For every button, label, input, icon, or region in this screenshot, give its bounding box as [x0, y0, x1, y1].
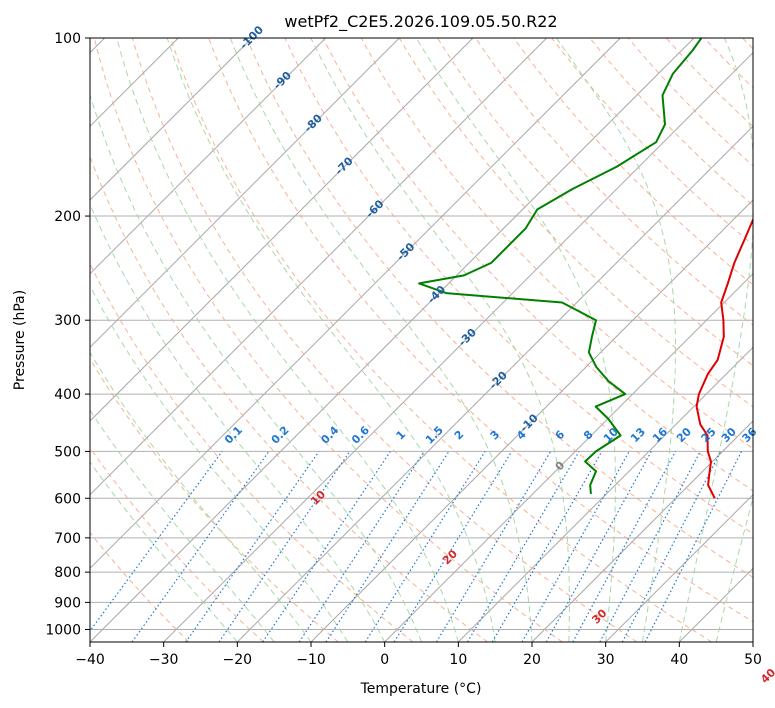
- y-axis-label: Pressure (hPa): [12, 290, 28, 390]
- dry-adiabat-line: [246, 38, 753, 578]
- dry-adiabat-line: [90, 262, 414, 642]
- moist-adiabat-line: [90, 284, 349, 642]
- isotherm-line: [605, 493, 753, 642]
- mixing-ratio-line: [572, 451, 677, 642]
- x-tick-label: 30: [597, 652, 615, 668]
- mixing-ratio-line: [218, 451, 351, 642]
- chart-title: wetPf2_C2E5.2026.109.05.50.R22: [284, 12, 557, 32]
- y-tick-label: 200: [54, 209, 81, 225]
- plot-frame: [89, 37, 754, 643]
- y-tick-label: 300: [54, 313, 81, 329]
- isotherm-line: [90, 38, 548, 496]
- moist-adiabat-line: [90, 461, 238, 642]
- x-tick-label: −30: [149, 652, 179, 668]
- isotherm-line: [384, 272, 753, 642]
- dry-adiabat-line: [90, 531, 190, 642]
- mixing-ratio-line: [90, 451, 223, 632]
- dry-adiabat-line: [131, 38, 638, 642]
- mixing-ratio-line: [521, 451, 630, 642]
- isotherm-line: [236, 125, 753, 642]
- y-tick-label: 1000: [45, 622, 81, 638]
- y-tick-label: 600: [54, 491, 81, 507]
- mixing-ratio-line: [325, 451, 450, 642]
- dewpoint-profile-line: [418, 38, 703, 494]
- dry-adiabat-line: [93, 38, 563, 642]
- mixing-ratio-line: [131, 451, 270, 642]
- dry-adiabat-line: [360, 38, 753, 450]
- dry-adiabat-line: [90, 358, 339, 642]
- mixing-ratio-line: [545, 451, 652, 642]
- mixing-ratio-line: [491, 451, 603, 642]
- isotherm-line: [90, 38, 400, 349]
- y-tick-label: 100: [54, 31, 81, 47]
- isotherm-line: [457, 346, 753, 642]
- moist-adiabat-line: [116, 38, 459, 642]
- x-tick-label: −20: [223, 652, 253, 668]
- x-tick-label: −40: [75, 652, 105, 668]
- moist-adiabat-line: [678, 38, 753, 642]
- moist-adiabat-line: [90, 351, 312, 642]
- isotherm-line: [90, 38, 621, 570]
- x-tick-label: 40: [670, 652, 688, 668]
- isotherm-line: [163, 51, 753, 642]
- dry-adiabat-line: [208, 38, 753, 623]
- mixing-ratio-line: [393, 451, 513, 642]
- moist-adiabat-line: [90, 203, 386, 642]
- y-tick-label: 400: [54, 387, 81, 403]
- axis-ticks: −40 −30 −20 −10 0 10 20 30 40 50 100 200 300 400 500 60…: [45, 31, 762, 668]
- y-tick-label: 700: [54, 531, 81, 547]
- dry-adiabat-line: [436, 38, 753, 367]
- x-tick-label: 20: [523, 652, 541, 668]
- isotherm-line: [90, 38, 695, 642]
- moist-adiabat-line: [715, 496, 753, 642]
- isotherm-line: [90, 38, 327, 275]
- x-tick-label: −10: [296, 652, 326, 668]
- dry-adiabat-label: 40: [758, 666, 775, 686]
- moist-adiabat-line: [166, 38, 496, 642]
- x-axis-label: Temperature (°C): [360, 681, 482, 697]
- dry-adiabat-line: [322, 38, 753, 492]
- dry-adiabat-line: [398, 38, 753, 408]
- mixing-ratio-line: [466, 451, 580, 642]
- moist-adiabat-line: [555, 38, 676, 642]
- background-lines: [90, 38, 753, 642]
- y-tick-label: 800: [54, 565, 81, 581]
- isotherm-line: [752, 641, 753, 642]
- sounding-traces: [418, 38, 753, 499]
- mixing-ratio-line: [435, 451, 552, 642]
- moist-adiabat-line: [90, 93, 422, 642]
- mixing-ratio-line: [364, 451, 486, 642]
- isotherm-line: [90, 38, 474, 422]
- moist-adiabat-line: [415, 38, 616, 642]
- y-tick-label: 900: [54, 595, 81, 611]
- x-tick-label: 0: [380, 652, 389, 668]
- x-tick-label: 10: [449, 652, 467, 668]
- moist-adiabat-line: [310, 38, 570, 642]
- y-tick-label: 500: [54, 444, 81, 460]
- x-tick-label: 50: [744, 652, 762, 668]
- isotherm-line: [531, 420, 753, 642]
- moist-adiabat-line: [229, 38, 533, 642]
- mixing-ratio-line: [185, 451, 320, 642]
- moist-adiabat-line: [90, 409, 275, 642]
- temperature-profile-line: [695, 217, 753, 499]
- plot-background: [90, 38, 753, 642]
